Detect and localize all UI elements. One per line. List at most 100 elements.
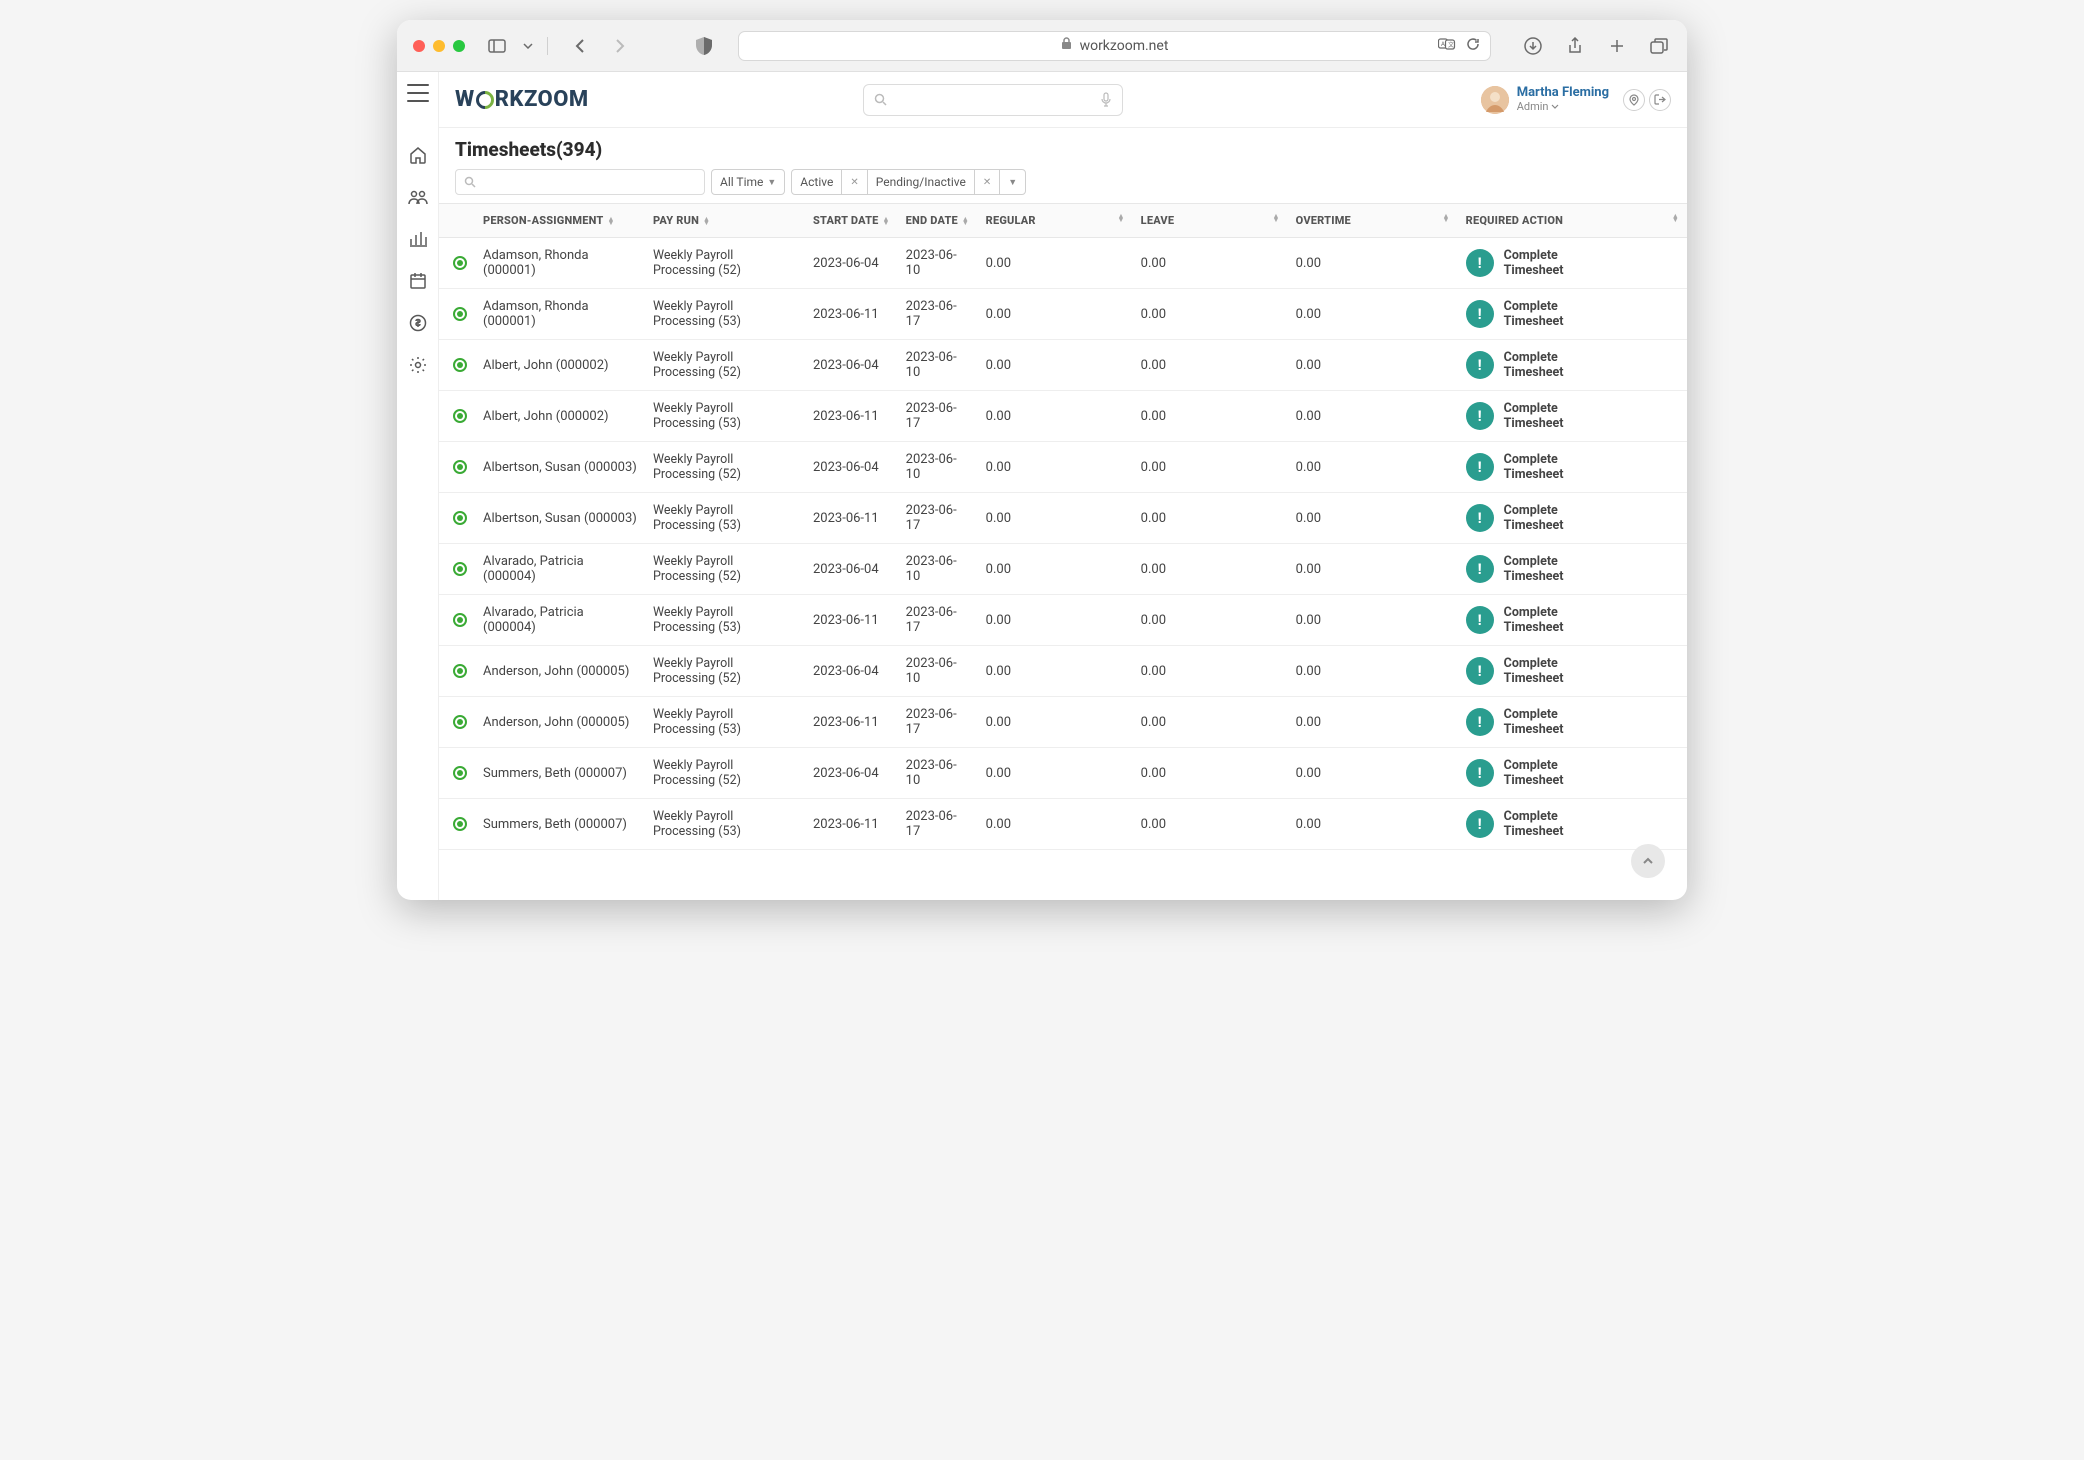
calendar-icon[interactable]	[405, 268, 431, 294]
cell-start-date: 2023-06-11	[805, 289, 898, 340]
filter-chip-active[interactable]: Active	[792, 170, 842, 194]
settings-icon[interactable]	[405, 352, 431, 378]
cell-leave: 0.00	[1133, 340, 1288, 391]
table-row[interactable]: Summers, Beth (000007) Weekly Payroll Pr…	[439, 748, 1687, 799]
minimize-window-button[interactable]	[433, 40, 445, 52]
table-row[interactable]: Summers, Beth (000007) Weekly Payroll Pr…	[439, 799, 1687, 850]
global-search-input[interactable]	[863, 84, 1123, 116]
cell-regular: 0.00	[978, 340, 1133, 391]
download-icon[interactable]	[1521, 34, 1545, 58]
filter-search-input[interactable]	[455, 169, 705, 195]
svg-text:A: A	[1441, 41, 1445, 48]
maximize-window-button[interactable]	[453, 40, 465, 52]
action-required-label[interactable]: CompleteTimesheet	[1504, 452, 1564, 482]
column-payrun[interactable]: PAY RUN▲▼	[645, 204, 805, 238]
cell-overtime: 0.00	[1288, 697, 1458, 748]
action-required-label[interactable]: CompleteTimesheet	[1504, 758, 1564, 788]
action-required-label[interactable]: CompleteTimesheet	[1504, 248, 1564, 278]
action-required-icon[interactable]: !	[1466, 351, 1494, 379]
location-icon[interactable]	[1623, 89, 1645, 111]
action-required-icon[interactable]: !	[1466, 657, 1494, 685]
table-row[interactable]: Anderson, John (000005) Weekly Payroll P…	[439, 646, 1687, 697]
cell-overtime: 0.00	[1288, 595, 1458, 646]
filter-chip-remove[interactable]: ✕	[842, 170, 867, 194]
table-row[interactable]: Anderson, John (000005) Weekly Payroll P…	[439, 697, 1687, 748]
cell-end-date: 2023-06-10	[898, 646, 978, 697]
filter-dropdown-toggle[interactable]: ▼	[1000, 170, 1025, 194]
action-required-icon[interactable]: !	[1466, 300, 1494, 328]
shield-icon[interactable]	[692, 34, 716, 58]
action-required-label[interactable]: CompleteTimesheet	[1504, 401, 1564, 431]
table-row[interactable]: Albertson, Susan (000003) Weekly Payroll…	[439, 442, 1687, 493]
cell-start-date: 2023-06-11	[805, 697, 898, 748]
column-person[interactable]: PERSON-ASSIGNMENT▲▼	[475, 204, 645, 238]
column-leave[interactable]: LEAVE▲▼	[1133, 204, 1288, 238]
cell-start-date: 2023-06-11	[805, 391, 898, 442]
action-required-label[interactable]: CompleteTimesheet	[1504, 809, 1564, 839]
payroll-icon[interactable]	[405, 310, 431, 336]
app-logo[interactable]: W RKZOOM	[455, 87, 589, 112]
action-required-label[interactable]: CompleteTimesheet	[1504, 554, 1564, 584]
action-required-icon[interactable]: !	[1466, 504, 1494, 532]
table-row[interactable]: Alvarado, Patricia (000004) Weekly Payro…	[439, 595, 1687, 646]
tabs-icon[interactable]	[1647, 34, 1671, 58]
action-required-icon[interactable]: !	[1466, 249, 1494, 277]
column-end[interactable]: END DATE▲▼	[898, 204, 978, 238]
address-bar[interactable]: workzoom.net A文	[738, 31, 1491, 61]
column-regular[interactable]: REGULAR▲▼	[978, 204, 1133, 238]
cell-regular: 0.00	[978, 697, 1133, 748]
column-action[interactable]: REQUIRED ACTION▲▼	[1458, 204, 1687, 238]
action-required-icon[interactable]: !	[1466, 453, 1494, 481]
status-indicator-icon	[453, 460, 467, 474]
share-icon[interactable]	[1563, 34, 1587, 58]
table-row[interactable]: Albert, John (000002) Weekly Payroll Pro…	[439, 340, 1687, 391]
action-required-icon[interactable]: !	[1466, 402, 1494, 430]
filter-chip-pending[interactable]: Pending/Inactive	[868, 170, 975, 194]
time-filter-dropdown[interactable]: All Time ▼	[711, 169, 785, 195]
action-required-label[interactable]: CompleteTimesheet	[1504, 299, 1564, 329]
column-start[interactable]: START DATE▲▼	[805, 204, 898, 238]
table-row[interactable]: Albertson, Susan (000003) Weekly Payroll…	[439, 493, 1687, 544]
table-row[interactable]: Adamson, Rhonda (000001) Weekly Payroll …	[439, 238, 1687, 289]
filter-chip-remove[interactable]: ✕	[975, 170, 1000, 194]
action-required-label[interactable]: CompleteTimesheet	[1504, 350, 1564, 380]
people-icon[interactable]	[405, 184, 431, 210]
table-row[interactable]: Alvarado, Patricia (000004) Weekly Payro…	[439, 544, 1687, 595]
translate-icon[interactable]: A文	[1438, 37, 1456, 55]
action-required-label[interactable]: CompleteTimesheet	[1504, 503, 1564, 533]
cell-regular: 0.00	[978, 799, 1133, 850]
table-row[interactable]: Albert, John (000002) Weekly Payroll Pro…	[439, 391, 1687, 442]
cell-person: Adamson, Rhonda (000001)	[475, 238, 645, 289]
back-button[interactable]	[568, 34, 592, 58]
action-required-label[interactable]: CompleteTimesheet	[1504, 656, 1564, 686]
cell-payrun: Weekly Payroll Processing (52)	[645, 646, 805, 697]
cell-end-date: 2023-06-17	[898, 391, 978, 442]
menu-icon[interactable]	[407, 84, 429, 102]
cell-end-date: 2023-06-10	[898, 340, 978, 391]
action-required-icon[interactable]: !	[1466, 810, 1494, 838]
sidebar-toggle-icon[interactable]	[485, 34, 509, 58]
cell-start-date: 2023-06-11	[805, 493, 898, 544]
home-icon[interactable]	[405, 142, 431, 168]
scroll-to-top-button[interactable]	[1631, 844, 1665, 878]
user-menu[interactable]: Martha Fleming Admin	[1481, 86, 1671, 114]
column-overtime[interactable]: OVERTIME▲▼	[1288, 204, 1458, 238]
cell-payrun: Weekly Payroll Processing (52)	[645, 748, 805, 799]
chevron-down-icon[interactable]	[521, 34, 535, 58]
action-required-icon[interactable]: !	[1466, 606, 1494, 634]
action-required-icon[interactable]: !	[1466, 555, 1494, 583]
action-required-label[interactable]: CompleteTimesheet	[1504, 605, 1564, 635]
logout-icon[interactable]	[1649, 89, 1671, 111]
cell-start-date: 2023-06-11	[805, 595, 898, 646]
action-required-icon[interactable]: !	[1466, 759, 1494, 787]
reload-icon[interactable]	[1466, 37, 1480, 55]
chart-icon[interactable]	[405, 226, 431, 252]
status-filter-chips[interactable]: Active ✕ Pending/Inactive ✕ ▼	[791, 169, 1026, 195]
forward-button[interactable]	[608, 34, 632, 58]
action-required-icon[interactable]: !	[1466, 708, 1494, 736]
table-row[interactable]: Adamson, Rhonda (000001) Weekly Payroll …	[439, 289, 1687, 340]
new-tab-icon[interactable]	[1605, 34, 1629, 58]
action-required-label[interactable]: CompleteTimesheet	[1504, 707, 1564, 737]
search-icon	[464, 176, 476, 188]
close-window-button[interactable]	[413, 40, 425, 52]
